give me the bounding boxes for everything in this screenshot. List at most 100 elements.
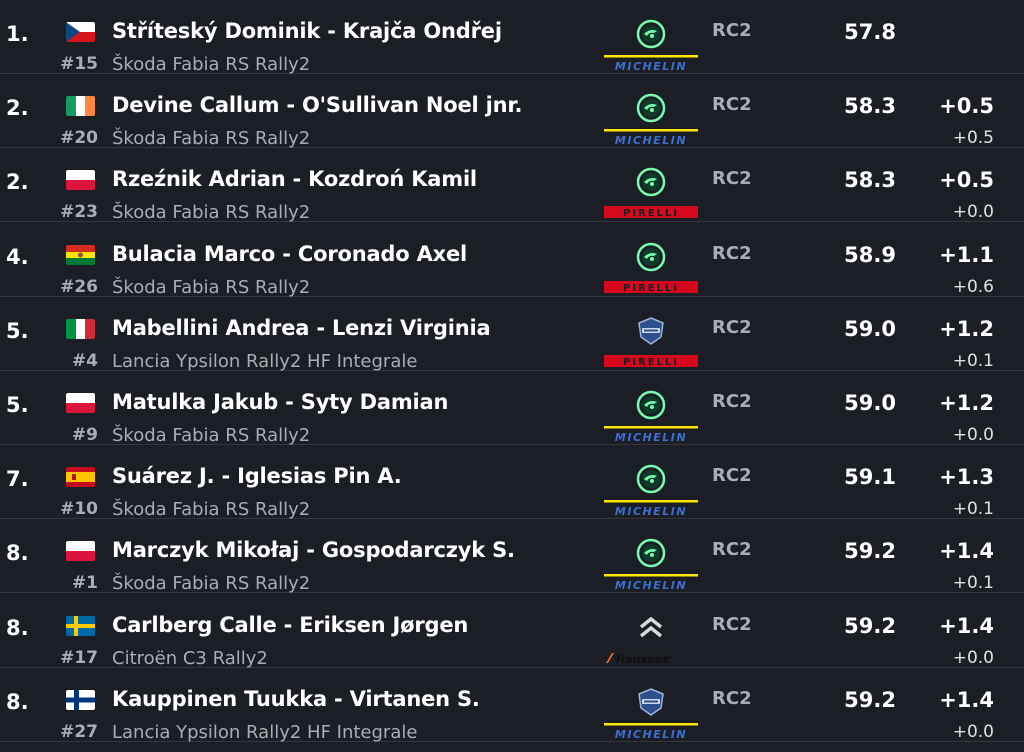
position: 2. [6,170,29,195]
pl-flag-icon [66,393,95,413]
fi-flag-icon [66,689,95,710]
car-number: #26 [60,276,98,297]
class-label: RC2 [712,168,752,190]
lancia-logo-icon [636,316,666,346]
svg-text:MICHELIN: MICHELIN [615,579,687,591]
cz-flag-icon [66,22,95,42]
stage-time: 58.3 [844,94,896,119]
pirelli-logo: PIRELLI [604,278,698,295]
pl-flag-icon [66,541,95,562]
car-model: Škoda Fabia RS Rally2 [112,202,311,224]
michelin-logo: MICHELIN [604,722,698,740]
gap-to-previous: +0.6 [952,276,994,297]
car-number: #9 [71,425,98,445]
crew-names[interactable]: Bulacia Marco - Coronado Axel [112,241,468,266]
position: 5. [6,318,29,343]
gap-to-previous: +0.0 [952,721,994,742]
pirelli-logo: PIRELLI [604,352,698,369]
michelin-logo: MICHELIN [604,129,698,146]
crew-names[interactable]: Marczyk Mikołaj - Gospodarczyk S. [112,538,515,563]
gap-to-previous: +0.0 [952,425,994,445]
result-row[interactable]: 7. #10 Suárez J. - Iglesias Pin A. Škoda… [0,445,1024,521]
gap-to-previous: +0.1 [952,573,994,594]
skoda-logo-icon [636,538,666,568]
gap-to-previous: +0.0 [952,647,994,668]
svg-text:PIRELLI: PIRELLI [623,283,679,294]
stage-time: 59.2 [844,613,896,638]
position: 8. [6,541,29,566]
class-label: RC2 [712,20,752,41]
gap-to-leader: +0.5 [939,94,994,119]
crew-names[interactable]: Stříteský Dominik - Krajča Ondřej [112,19,502,43]
result-row[interactable]: 4. #26 Bulacia Marco - Coronado Axel Ško… [0,223,1024,298]
skoda-logo-icon [636,19,666,49]
gap-to-leader: +1.1 [939,242,994,267]
car-number: #17 [60,647,98,668]
car-model: Škoda Fabia RS Rally2 [112,499,311,521]
crew-names[interactable]: Rzeźnik Adrian - Kozdroń Kamil [112,167,477,192]
svg-text:Hankook: Hankook [616,653,670,666]
gap-to-leader: +0.5 [939,168,994,193]
crew-names[interactable]: Matulka Jakub - Syty Damian [112,390,449,414]
stage-time: 58.3 [844,168,896,193]
crew-names[interactable]: Carlberg Calle - Eriksen Jørgen [112,612,469,637]
class-label: RC2 [712,242,752,264]
svg-text:MICHELIN: MICHELIN [615,728,687,740]
stage-time: 57.8 [844,20,896,44]
stage-time: 59.0 [844,391,896,415]
result-row[interactable]: 8. #1 Marczyk Mikołaj - Gospodarczyk S. … [0,519,1024,594]
car-number: #27 [60,721,98,742]
result-row[interactable]: 8. #27 Kauppinen Tuukka - Virtanen S. La… [0,668,1024,743]
michelin-logo: MICHELIN [604,55,698,72]
svg-text:MICHELIN: MICHELIN [615,134,687,146]
car-model: Škoda Fabia RS Rally2 [112,276,311,298]
class-label: RC2 [712,316,752,338]
gap-to-previous: +0.1 [952,499,994,520]
it-flag-icon [66,318,95,339]
result-row[interactable]: 5. #4 Mabellini Andrea - Lenzi Virginia … [0,297,1024,372]
gap-to-leader: +1.4 [939,539,994,564]
svg-text:PIRELLI: PIRELLI [623,357,679,368]
es-flag-icon [66,467,95,488]
result-row[interactable]: 8. #17 Carlberg Calle - Eriksen Jørgen C… [0,594,1024,669]
result-row[interactable]: 5. #9 Matulka Jakub - Syty Damian Škoda … [0,371,1024,446]
car-model: Škoda Fabia RS Rally2 [112,128,311,150]
class-label: RC2 [712,613,752,635]
lancia-logo-icon [636,687,666,717]
gap-to-previous: +0.1 [952,350,994,371]
crew-names[interactable]: Kauppinen Tuukka - Virtanen S. [112,686,480,711]
car-number: #23 [60,202,98,223]
gap-to-leader: +1.2 [939,316,994,341]
se-flag-icon [66,615,95,636]
car-number: #15 [60,54,98,74]
pirelli-logo: PIRELLI [604,203,698,220]
crew-names[interactable]: Suárez J. - Iglesias Pin A. [112,464,402,489]
stage-time: 59.2 [844,539,896,564]
car-model: Škoda Fabia RS Rally2 [112,54,311,75]
car-model: Lancia Ypsilon Rally2 HF Integrale [112,350,418,372]
crew-names[interactable]: Mabellini Andrea - Lenzi Virginia [112,315,491,340]
position: 5. [6,393,29,417]
crew-names[interactable]: Devine Callum - O'Sullivan Noel jnr. [112,93,523,118]
michelin-logo: MICHELIN [604,500,698,517]
class-label: RC2 [712,539,752,561]
car-number: #1 [71,573,98,594]
result-row[interactable]: 2. #23 Rzeźnik Adrian - Kozdroń Kamil Šk… [0,148,1024,224]
result-row[interactable]: 1. #15 Stříteský Dominik - Krajča Ondřej… [0,0,1024,75]
position: 1. [6,22,29,46]
gap-to-leader: +1.4 [939,687,994,712]
class-label: RC2 [712,687,752,709]
gap-to-previous: +0.5 [952,128,994,149]
ie-flag-icon [66,96,95,117]
position: 8. [6,689,29,714]
car-model: Škoda Fabia RS Rally2 [112,425,311,446]
pl-flag-icon [66,170,95,191]
skoda-logo-icon [636,167,666,197]
gap-to-leader: +1.2 [939,391,994,415]
svg-text:MICHELIN: MICHELIN [615,431,687,443]
car-number: #4 [71,350,98,371]
position: 4. [6,244,29,269]
hankook-logo: Hankook [604,649,698,666]
result-row[interactable]: 2. #20 Devine Callum - O'Sullivan Noel j… [0,74,1024,150]
michelin-logo: MICHELIN [604,574,698,591]
